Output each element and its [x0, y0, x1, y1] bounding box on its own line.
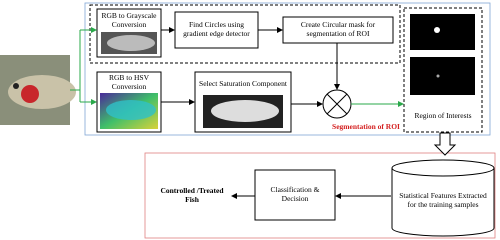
mask-box — [282, 16, 394, 44]
node-label: RGB to Grayscale Conversion — [101, 11, 157, 29]
roi-image-1 — [410, 14, 475, 50]
classification-box — [254, 169, 336, 221]
connectors — [70, 27, 404, 199]
features-database — [391, 159, 495, 237]
roi-image-2 — [410, 57, 475, 95]
features-label: Statistical Features Extracted for the t… — [399, 191, 487, 209]
grayscale-fish — [107, 35, 155, 51]
node-label: RGB to HSV Conversion — [108, 73, 149, 91]
roi-spot-2 — [436, 74, 440, 78]
node-label: Classification & Decision — [270, 185, 320, 203]
combine-cross — [326, 93, 348, 115]
result-label: Controlled /Treated Fish — [160, 186, 224, 204]
roi-label: Region of Interests — [414, 110, 472, 120]
hollow-arrow — [433, 132, 457, 156]
segmentation-frame — [84, 2, 491, 136]
saturation-fish — [211, 100, 279, 122]
roi-spot-1 — [434, 27, 440, 33]
hsv-fish — [106, 100, 156, 120]
find-circles-box — [174, 11, 259, 49]
input-fish-image — [0, 55, 76, 125]
node-label: Select Saturation Component — [199, 78, 287, 88]
node-label: Create Circular mask for segmentation of… — [300, 20, 376, 38]
grayscale-branch-frame — [89, 4, 401, 64]
roi-frame — [403, 7, 483, 133]
classification-frame — [144, 152, 496, 239]
segmentation-label: Segmentation of ROI — [332, 121, 400, 131]
node-label: Find Circles using gradient edge detecto… — [183, 20, 250, 38]
